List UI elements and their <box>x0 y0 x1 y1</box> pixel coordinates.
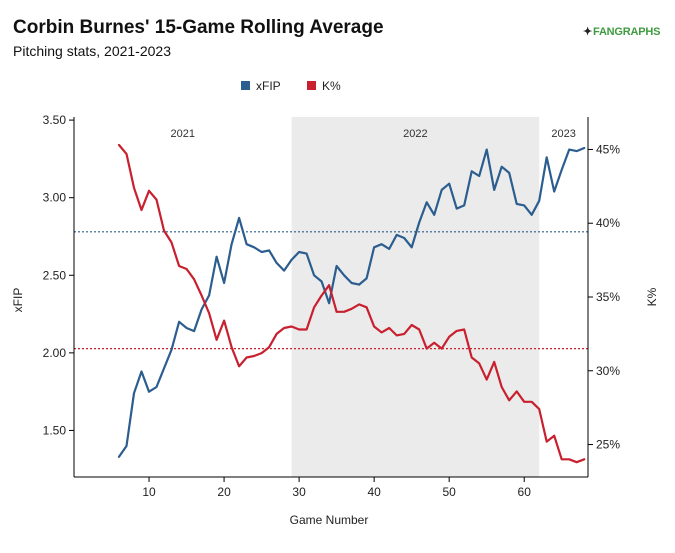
reference-lines <box>74 231 588 350</box>
logo-mark-icon: ✦ <box>583 26 593 38</box>
x-tick-label: 20 <box>217 485 231 499</box>
y-right-tick-label: 40% <box>596 216 620 230</box>
legend-label-xfip: xFIP <box>256 79 281 93</box>
legend-label-kpct: K% <box>322 79 341 93</box>
y-right-tick-label: 25% <box>596 438 620 452</box>
y-left-tick-label: 2.00 <box>43 346 67 360</box>
y-left-tick-label: 2.50 <box>43 268 67 282</box>
y-right-tick-label: 45% <box>596 142 620 156</box>
y-axis-left-title: xFIP <box>11 288 25 313</box>
series-line-kpct <box>117 143 586 464</box>
fangraphs-logo: ✦FANGRAPHS <box>583 25 660 38</box>
series-layer <box>117 143 586 464</box>
series-line-xfip <box>117 146 586 458</box>
x-tick-label: 30 <box>292 485 306 499</box>
x-tick-label: 50 <box>443 485 457 499</box>
season-label-2023: 2023 <box>551 128 575 140</box>
season-label-2022: 2022 <box>403 128 427 140</box>
y-left-tick-label: 1.50 <box>43 423 67 437</box>
legend: xFIP K% <box>241 79 341 93</box>
legend-swatch-kpct <box>307 81 316 90</box>
y-left-tick-label: 3.50 <box>43 113 67 127</box>
axes-layer: 10 20 30 40 50 60 1.50 2.00 2.50 3.00 3.50 25% 30% 35… <box>43 113 621 499</box>
y-left-tick-label: 3.00 <box>43 191 67 205</box>
legend-swatch-xfip <box>241 81 250 90</box>
chart-title: Corbin Burnes' 15-Game Rolling Average <box>13 17 384 38</box>
x-tick-label: 40 <box>367 485 381 499</box>
chart-subtitle: Pitching stats, 2021-2023 <box>13 43 171 59</box>
season-label-2021: 2021 <box>171 128 195 140</box>
y-right-tick-label: 35% <box>596 290 620 304</box>
y-axis-right-title: K% <box>645 287 659 306</box>
season-band-2022 <box>291 117 540 477</box>
y-right-tick-label: 30% <box>596 364 620 378</box>
logo-text: FANGRAPHS <box>593 26 661 38</box>
x-axis-title: Game Number <box>290 513 369 527</box>
x-tick-label: 60 <box>518 485 532 499</box>
x-tick-label: 10 <box>142 485 156 499</box>
season-bands: 2021 2022 2023 <box>171 117 576 477</box>
